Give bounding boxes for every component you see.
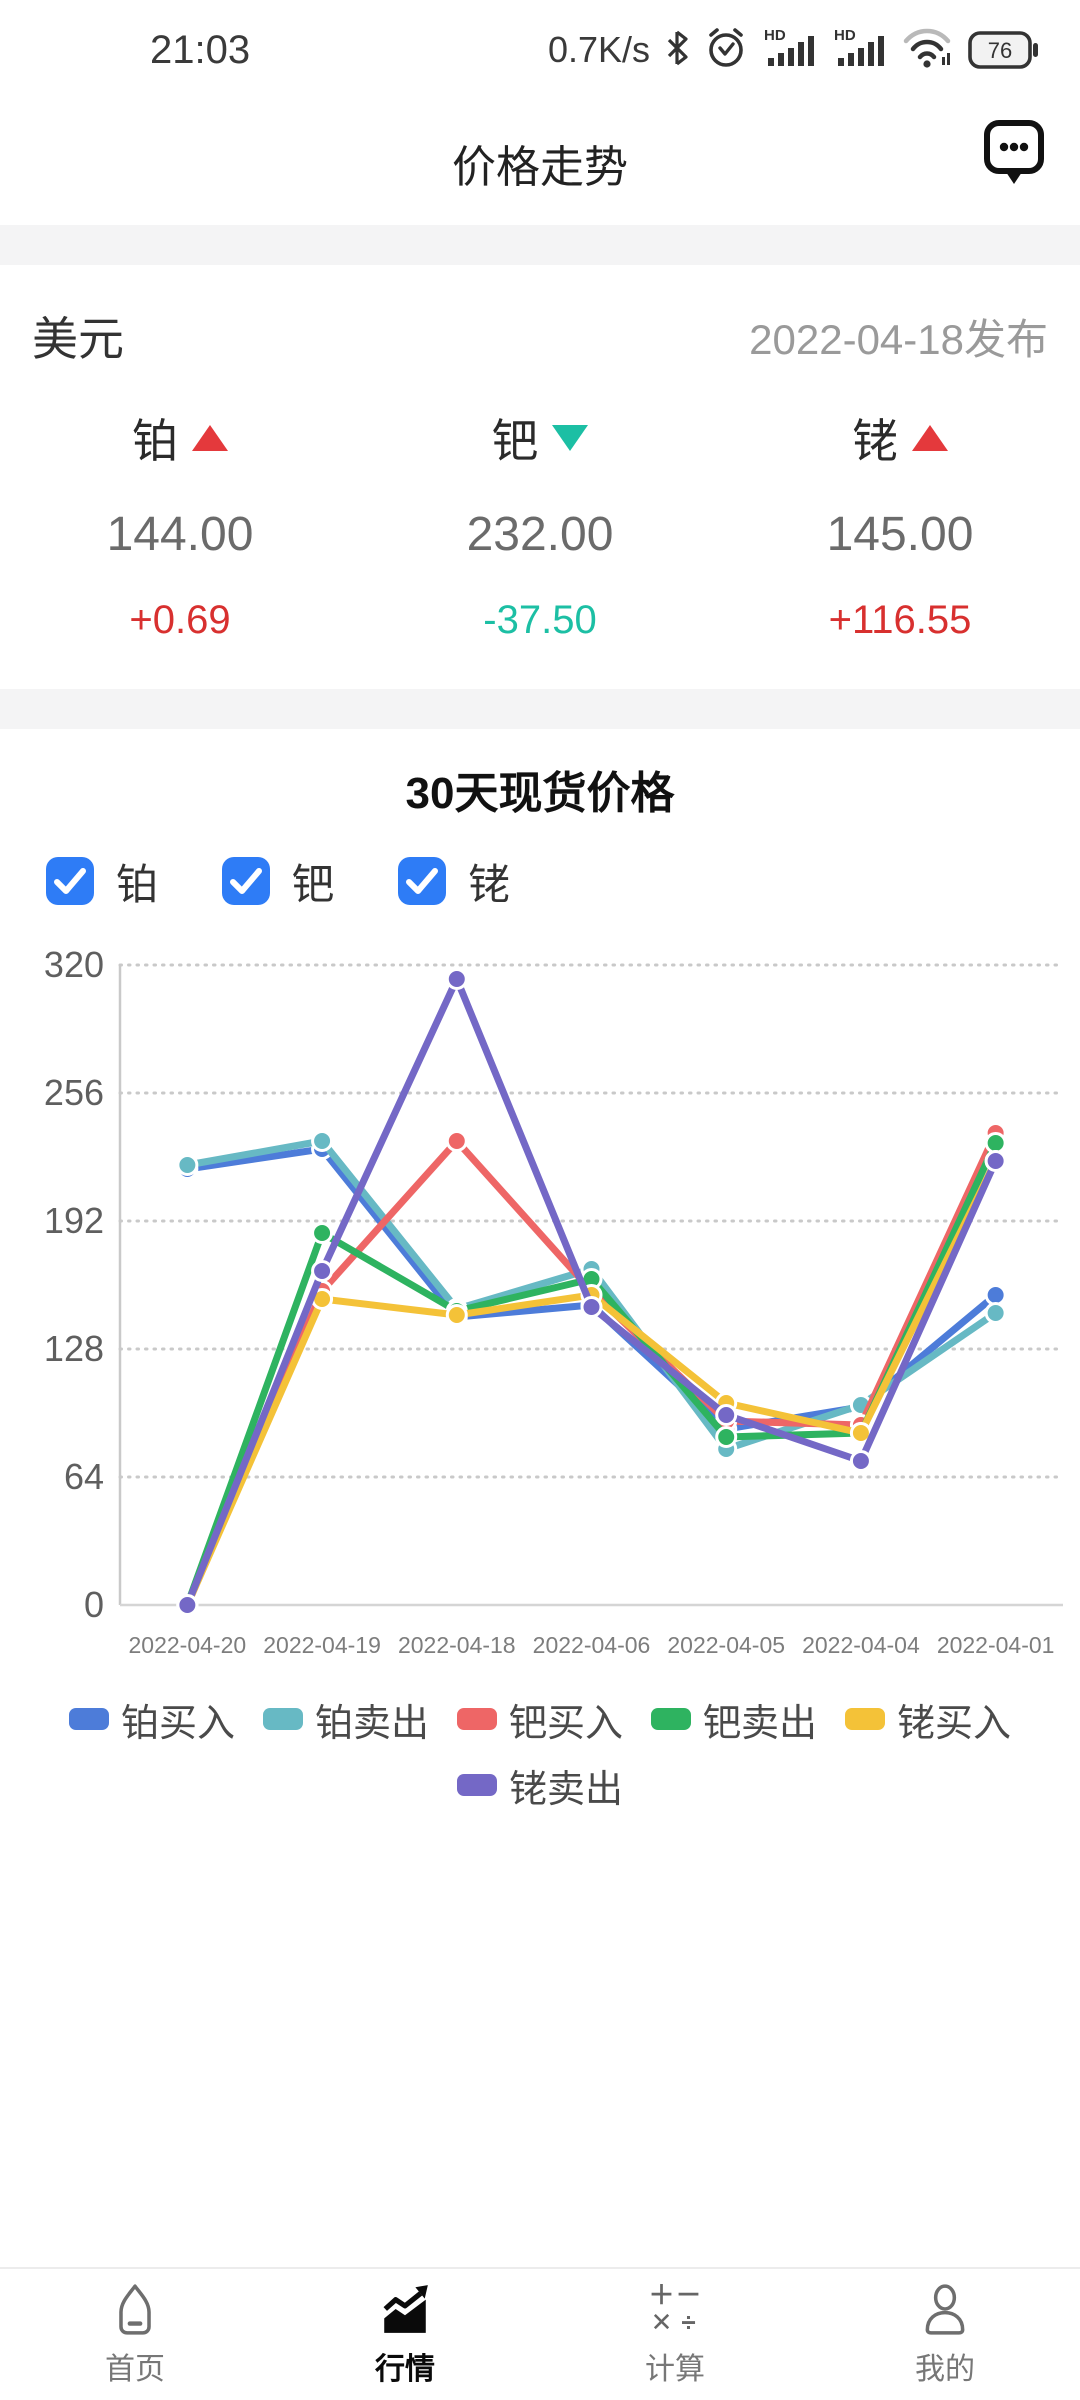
nav-item-profile[interactable]: 我的 xyxy=(810,2269,1080,2400)
chart-title: 30天现货价格 xyxy=(405,769,675,818)
legend-label: 钯卖出 xyxy=(703,1702,818,1745)
svg-text:2022-04-05: 2022-04-05 xyxy=(667,1632,785,1658)
home-icon xyxy=(119,2283,151,2335)
person-icon xyxy=(925,2283,965,2335)
wifi-icon xyxy=(902,27,954,74)
signal-hd-icon-1: HD xyxy=(762,26,818,75)
signal-hd-icon-2: HD xyxy=(832,26,888,75)
metal-name: 铂 xyxy=(132,415,178,467)
checkbox-label: 铂 xyxy=(116,860,159,908)
page-header: 价格走势 xyxy=(0,100,1080,225)
battery-icon: 76 xyxy=(968,29,1040,71)
message-button[interactable] xyxy=(982,118,1046,190)
nav-item-home[interactable]: 首页 xyxy=(0,2269,270,2400)
svg-text:2022-04-04: 2022-04-04 xyxy=(802,1632,920,1658)
metal-card-platinum: 铂 144.00 +0.69 xyxy=(0,405,360,643)
metal-quotes: 铂 144.00 +0.69 钯 232.00 -37.50 铑 145.00 … xyxy=(0,395,1080,689)
status-bar: 21:03 0.7K/s HD HD xyxy=(0,0,1080,100)
svg-text:2022-04-06: 2022-04-06 xyxy=(533,1632,651,1658)
legend-label: 铂买入 xyxy=(120,1702,235,1745)
nav-label: 行情 xyxy=(375,2352,435,2386)
legend-marker xyxy=(262,1708,303,1730)
svg-text:2022-04-19: 2022-04-19 xyxy=(263,1632,381,1658)
svg-text:0: 0 xyxy=(84,1584,104,1625)
metal-price: 232.00 xyxy=(466,508,614,561)
network-speed: 0.7K/s xyxy=(547,29,650,70)
trend-arrow-icon xyxy=(192,425,228,451)
metal-price: 144.00 xyxy=(106,508,254,561)
metal-change: -37.50 xyxy=(483,598,597,642)
currency-label: 美元 xyxy=(32,313,124,365)
nav-label: 首页 xyxy=(105,2352,165,2386)
metal-change: +0.69 xyxy=(129,598,231,642)
checkbox-rhodium[interactable]: 铑 xyxy=(398,851,510,912)
nav-label: 我的 xyxy=(915,2352,975,2386)
publish-date: 2022-04-18发布 xyxy=(749,315,1048,363)
svg-text:2022-04-20: 2022-04-20 xyxy=(129,1632,247,1658)
legend-marker xyxy=(68,1708,109,1730)
checkbox-checked-icon[interactable] xyxy=(222,857,271,905)
legend-item[interactable]: 铂卖出 xyxy=(262,1691,429,1747)
checkbox-label: 钯 xyxy=(292,860,335,908)
metal-card-palladium: 钯 232.00 -37.50 xyxy=(360,405,720,643)
trend-arrow-icon xyxy=(912,425,948,451)
checkbox-checked-icon[interactable] xyxy=(46,857,94,905)
legend-marker xyxy=(651,1708,691,1730)
metal-change: +116.55 xyxy=(828,598,972,642)
legend-marker xyxy=(845,1708,886,1730)
metal-name: 钯 xyxy=(492,415,538,467)
metal-name: 铑 xyxy=(852,415,898,467)
checkbox-checked-icon[interactable] xyxy=(398,857,447,905)
checkbox-palladium[interactable]: 钯 xyxy=(222,851,334,912)
currency-row: 美元 2022-04-18发布 xyxy=(0,265,1080,395)
checkbox-platinum[interactable]: 铂 xyxy=(46,851,158,912)
status-time: 21:03 xyxy=(150,27,251,72)
svg-text:256: 256 xyxy=(44,1072,104,1113)
trend-arrow-icon xyxy=(552,425,588,451)
legend-item[interactable]: 铑买入 xyxy=(845,1691,1011,1747)
nav-item-calculator[interactable]: ＋－ ✕ ÷ 计算 xyxy=(540,2269,810,2400)
legend-marker xyxy=(456,1774,497,1796)
svg-text:HD: HD xyxy=(834,27,856,44)
section-divider-top xyxy=(0,225,1080,265)
svg-text:2022-04-18: 2022-04-18 xyxy=(398,1632,516,1658)
nav-label: 计算 xyxy=(645,2352,705,2386)
alarm-clock-icon xyxy=(704,26,748,75)
price-line-chart[interactable]: 0 64 128 192 256 320 2022-04-20 2022-04-19 2022-… xyxy=(0,925,1080,1685)
section-divider-chart xyxy=(0,689,1080,729)
metal-price: 145.00 xyxy=(826,508,974,561)
legend-item[interactable]: 钯买入 xyxy=(456,1691,623,1747)
svg-text:2022-04-01: 2022-04-01 xyxy=(937,1632,1055,1658)
svg-text:128: 128 xyxy=(44,1328,104,1369)
bluetooth-icon xyxy=(664,28,690,73)
legend-label: 铑买入 xyxy=(897,1702,1012,1745)
legend-label: 铑卖出 xyxy=(508,1768,623,1811)
svg-text:320: 320 xyxy=(44,944,104,985)
chart-legend: 铂买入 铂卖出 钯买入 钯卖出 铑买入铑卖出 xyxy=(50,1691,1030,1813)
legend-label: 铂卖出 xyxy=(314,1702,429,1745)
page-title: 价格走势 xyxy=(452,142,628,192)
svg-text:HD: HD xyxy=(764,27,786,44)
legend-item[interactable]: 铑卖出 xyxy=(456,1757,623,1813)
calculator-icon: ＋－ ✕ ÷ xyxy=(648,2280,702,2337)
battery-level-text: 76 xyxy=(988,38,1012,63)
legend-item[interactable]: 铂买入 xyxy=(68,1691,235,1747)
legend-item[interactable]: 钯卖出 xyxy=(651,1691,817,1747)
chart-canvas[interactable]: 0 64 128 192 256 320 2022-04-20 2022-04-19 2022-… xyxy=(0,925,1080,1685)
bottom-nav: 首页 行情 ＋－ ✕ ÷ 计算 我的 xyxy=(0,2267,1080,2400)
series-filter-row: 铂 钯 铑 xyxy=(0,851,1080,911)
nav-item-quotes[interactable]: 行情 xyxy=(270,2269,540,2400)
legend-marker xyxy=(456,1708,497,1730)
svg-text:192: 192 xyxy=(44,1200,104,1241)
legend-label: 钯买入 xyxy=(508,1702,623,1745)
metal-card-rhodium: 铑 145.00 +116.55 xyxy=(720,405,1080,643)
checkbox-label: 铑 xyxy=(468,860,511,908)
svg-text:64: 64 xyxy=(64,1456,104,1497)
market-chart-icon xyxy=(383,2284,428,2333)
